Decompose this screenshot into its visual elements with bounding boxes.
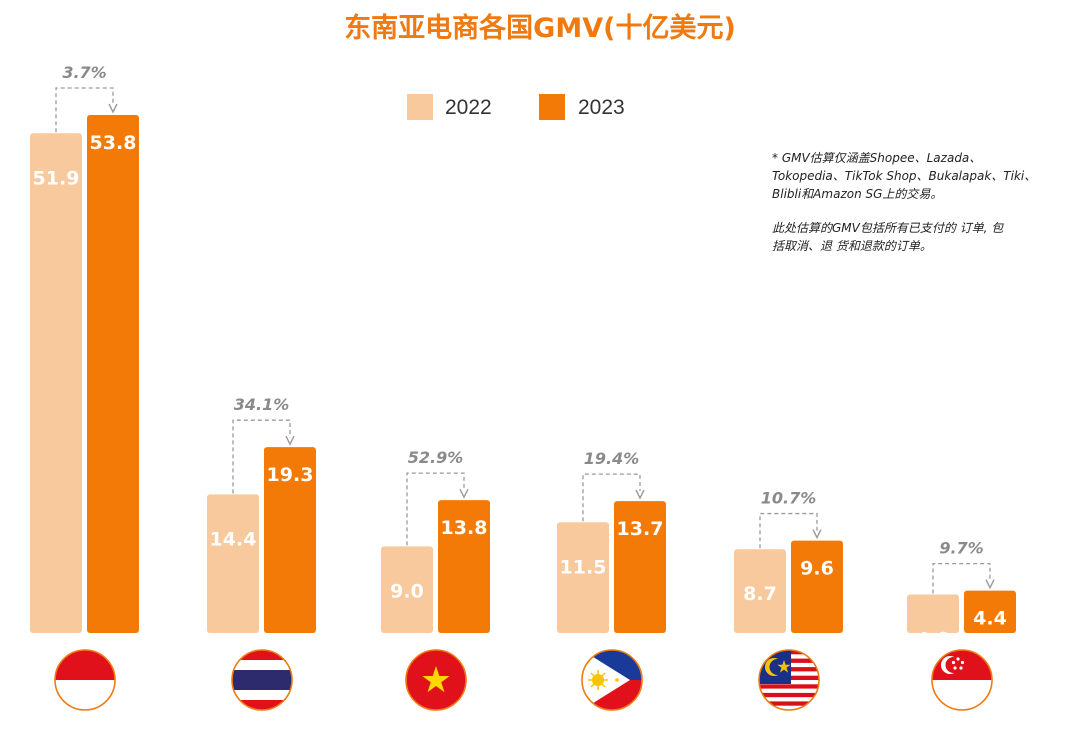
bar-2023-3: 菲律宾 [614,501,666,633]
value-label-2022-0: 51.9 [33,167,80,189]
growth-arrow-4 [812,529,822,540]
growth-arrow-1 [285,435,295,446]
value-label-2023-3: 13.7 [617,518,664,540]
footnote-line-2: Tokopedia、TikTok Shop、Bukalapak、Tiki、 [772,169,1036,183]
footnote: * GMV估算仅涵盖Shopee、Lazada、 Tokopedia、TikTo… [772,151,1036,253]
growth-connector-0 [55,87,114,133]
bar-2023-0: 印度尼西亚 [87,115,139,633]
bar-2023-5: 新加坡 [964,590,1016,633]
legend-swatch-2022 [407,94,433,120]
value-label-2023-2: 13.8 [441,517,488,539]
growth-label-5: 9.7% [939,539,983,558]
value-label-2023-5: 4.4 [973,608,1007,630]
growth-label-4: 10.7% [761,489,817,508]
value-label-2022-2: 9.0 [390,580,424,602]
bar-2022-0 [30,133,82,633]
growth-arrow-3 [635,489,645,500]
chart-title: 东南亚电商各国GMV(十亿美元) [344,12,736,44]
value-label-2022-1: 14.4 [210,528,257,550]
growth-arrow-5 [985,579,995,590]
bar-2022-3 [557,522,609,633]
bar-2022-1 [207,494,259,633]
footnote-line-4: 此处估算的GMV包括所有已支付的 订单, 包 [772,221,1004,235]
growth-connector-1 [232,419,291,494]
growth-arrow-2 [459,488,469,499]
growth-arrow-0 [108,103,118,114]
malaysia-flag-icon [758,649,820,711]
footnote-line-1: * GMV估算仅涵盖Shopee、Lazada、 [772,151,981,165]
value-label-2022-4: 8.7 [743,583,777,605]
legend-label-2022: 2022 [445,96,492,119]
value-label-2023-4: 9.6 [800,558,834,580]
value-label-2023-1: 19.3 [267,464,314,486]
growth-connector-3 [582,473,641,522]
bar-2023-2: 越南 [438,500,490,633]
value-label-2022-5: 4.0 [916,628,950,650]
footnote-line-5: 括取消、退 货和退款的订单。 [772,239,932,253]
legend: 2022 2023 [407,94,625,120]
legend-label-2023: 2023 [578,96,625,119]
bars-layer: 印度尼西亚泰国越南 菲律宾 马来西亚新加坡 [30,115,1016,633]
value-label-2023-0: 53.8 [90,132,137,154]
growth-connector-4 [759,512,818,549]
singapore-flag-icon [931,649,993,711]
flags-row [54,649,993,711]
philippines-flag-icon [581,649,643,711]
indonesia-flag-icon [54,649,116,711]
growth-label-3: 19.4% [584,449,640,468]
bar-2022-4 [734,549,786,633]
bar-2022-2 [381,546,433,633]
value-label-2022-3: 11.5 [560,556,607,578]
bar-2023-1: 泰国 [264,447,316,633]
growth-label-0: 3.7% [62,63,106,82]
growth-label-2: 52.9% [408,448,464,467]
growth-label-1: 34.1% [234,395,290,414]
growth-connector-2 [406,472,465,546]
vietnam-flag-icon [405,649,467,711]
thailand-flag-icon [231,649,293,711]
footnote-line-3: Blibli和Amazon SG上的交易。 [772,187,942,201]
labels-layer: 51.9 53.8 3.7% 14.4 19.3 34.1% 9.0 13.8 52.9% 11.… [33,63,1007,650]
bar-2023-4: 马来西亚 [791,540,843,633]
growth-connector-5 [932,562,991,594]
bar-2022-5 [907,594,959,633]
legend-swatch-2023 [539,94,565,120]
